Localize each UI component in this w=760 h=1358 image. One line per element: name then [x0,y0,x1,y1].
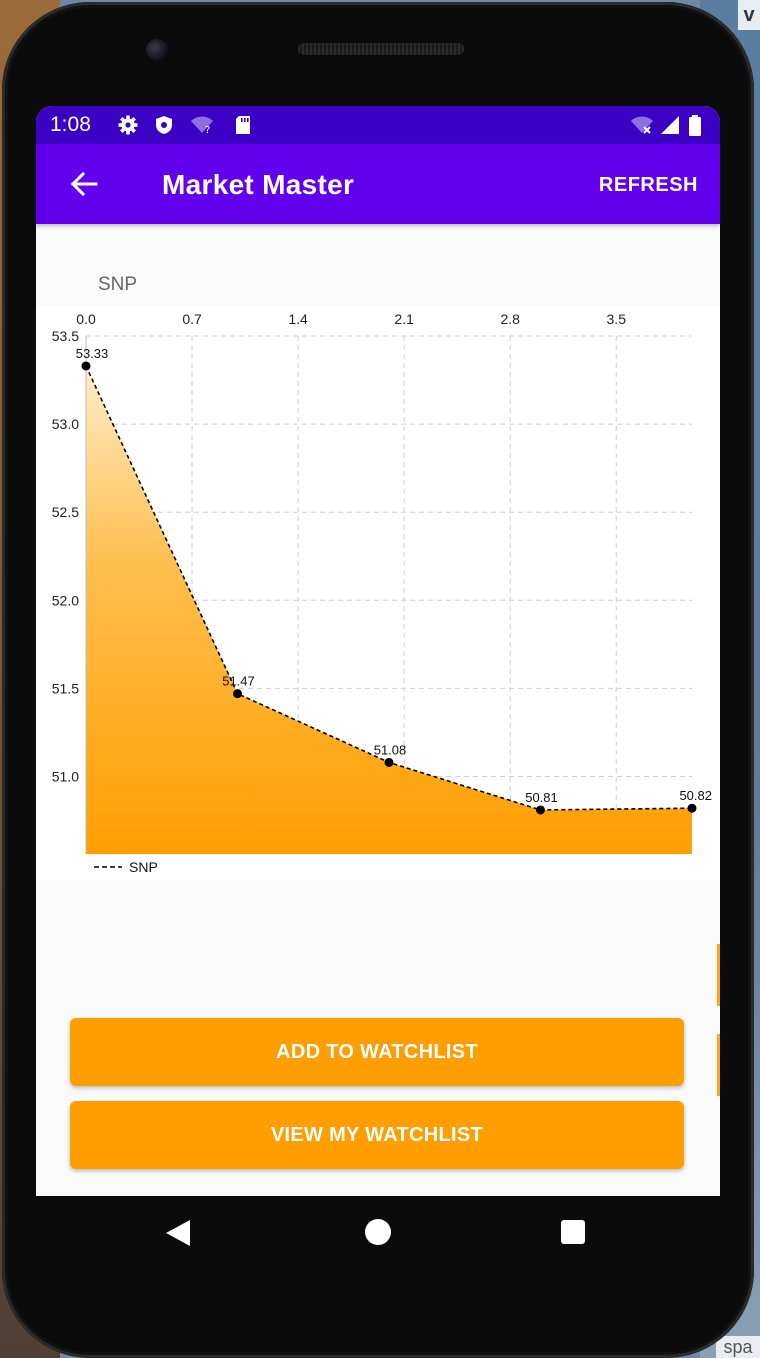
data-point [384,757,394,767]
x-tick-label: 2.1 [394,311,414,327]
nav-back-icon[interactable] [166,1220,190,1246]
app-screen: 1:08 ? [36,106,720,1196]
background-label: v [738,0,760,30]
x-tick-label: 0.7 [182,311,202,327]
legend-label: SNP [129,859,158,875]
x-tick-label: 3.5 [607,311,627,327]
nav-recents-icon[interactable] [561,1220,585,1244]
price-chart[interactable]: 0.0 0.7 1.4 2.1 2.8 3.5 53.5 53.0 52.5 52.0 51.5 51… [36,306,720,880]
battery-icon [689,115,701,136]
app-title: Market Master [162,169,355,200]
svg-text:?: ? [205,125,210,135]
x-tick-label: 2.8 [500,311,520,327]
data-label: 51.08 [374,742,407,757]
wifi-off-icon [631,116,653,134]
status-bar: 1:08 ? [36,106,720,144]
y-tick-label: 53.0 [52,416,79,432]
add-to-watchlist-button[interactable]: ADD TO WATCHLIST [70,1018,684,1086]
area-fill [86,365,692,854]
data-point [687,803,697,813]
app-bar: Market Master REFRESH [36,144,720,224]
front-camera [146,39,168,61]
data-point [536,805,545,815]
wifi-question-icon: ? [191,116,213,135]
signal-icon [661,116,679,134]
arrow-back-icon[interactable] [68,168,100,200]
y-tick-label: 52.5 [52,504,79,520]
y-tick-label: 53.5 [52,328,79,344]
edge-strip-top [717,944,720,1006]
x-tick-label: 0.0 [76,311,96,327]
data-label: 51.47 [222,674,255,689]
y-tick-label: 52.0 [52,592,79,608]
view-watchlist-button[interactable]: VIEW MY WATCHLIST [70,1101,684,1169]
shield-icon [156,116,172,134]
data-label: 53.33 [76,346,109,361]
data-label: 50.81 [525,790,558,805]
earpiece-speaker [298,43,464,55]
x-tick-label: 1.4 [288,311,308,327]
y-tick-label: 51.0 [52,768,79,784]
chart-svg: 0.0 0.7 1.4 2.1 2.8 3.5 53.5 53.0 52.5 52.0 51.5 51… [52,311,712,875]
nav-home-icon[interactable] [365,1219,391,1245]
background-label-bottom: spa [716,1336,760,1358]
status-time: 1:08 [50,113,91,136]
gear-icon [118,115,138,135]
system-nav-bar [36,1196,720,1268]
edge-strip-bottom [717,1034,720,1096]
sd-card-icon [236,116,250,134]
y-tick-label: 51.5 [52,680,79,696]
data-point [233,689,242,699]
chart-label: SNP [98,274,138,295]
refresh-button[interactable]: REFRESH [598,174,698,196]
data-label: 50.82 [679,788,712,803]
data-point [81,361,91,371]
